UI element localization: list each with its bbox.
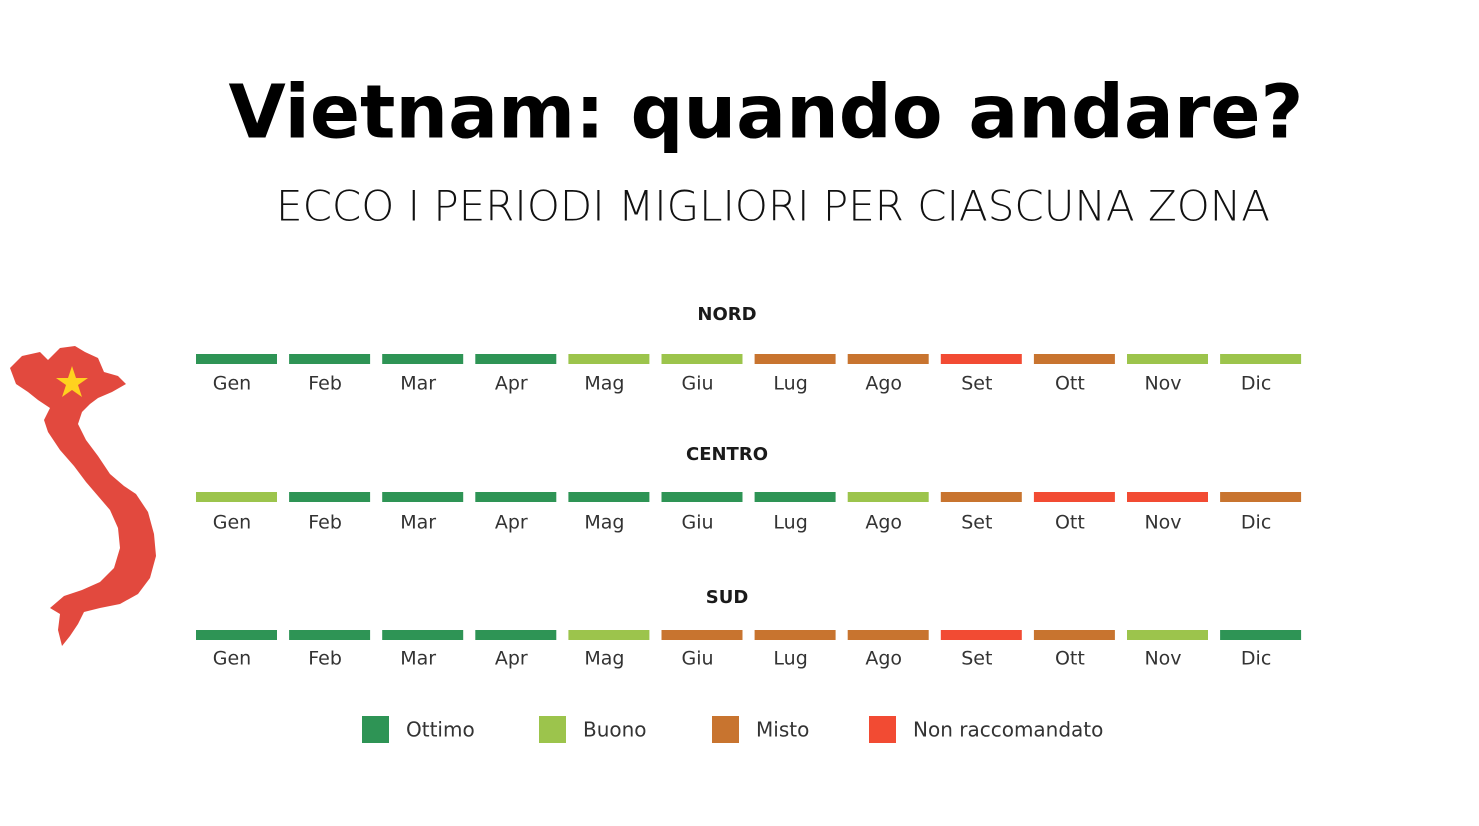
month-bar (847, 492, 929, 502)
month-bar (382, 630, 464, 640)
month-label: Apr (495, 512, 528, 534)
month-bar (1220, 492, 1302, 502)
month-label: Ott (1055, 512, 1085, 534)
month-bar (1033, 630, 1115, 640)
month-bar (1220, 630, 1302, 640)
month-label: Apr (495, 648, 528, 670)
month-label: Lug (773, 373, 807, 395)
month-label: Nov (1144, 373, 1181, 395)
month-bar (382, 492, 464, 502)
month-label: Ott (1055, 648, 1085, 670)
zones: NORD Gen Feb Mar Apr Mag Giu Lug Ago Set Ott Nov Dic… (196, 304, 1302, 670)
zone-name: NORD (697, 304, 756, 325)
month-bar (1127, 354, 1208, 364)
month-label: Nov (1144, 648, 1181, 670)
month-bar (661, 492, 743, 502)
subtitle: ECCO I PERIODI MIGLIORI PER CIASCUNA ZON… (276, 182, 1270, 231)
month-label: Mag (584, 373, 624, 395)
month-label: Giu (681, 512, 713, 534)
month-bar (847, 630, 929, 640)
month-label: Feb (308, 373, 342, 395)
month-label: Ago (865, 648, 902, 670)
month-bar (754, 492, 836, 502)
month-bar (196, 492, 277, 502)
month-bar (661, 354, 743, 364)
month-label: Dic (1241, 648, 1271, 670)
month-label: Apr (495, 373, 528, 395)
month-label: Ago (865, 373, 902, 395)
title: Vietnam: quando andare? (229, 70, 1304, 156)
month-bar (289, 492, 371, 502)
month-bar (847, 354, 929, 364)
month-bar (1220, 354, 1302, 364)
legend-label: Buono (583, 718, 647, 742)
month-bar (1127, 630, 1208, 640)
month-bar (196, 354, 277, 364)
month-label: Dic (1241, 373, 1271, 395)
legend-label: Non raccomandato (913, 718, 1103, 742)
month-bar (568, 492, 650, 502)
month-bar (568, 630, 650, 640)
month-label: Nov (1144, 512, 1181, 534)
legend-swatch (869, 716, 896, 743)
legend-label: Misto (756, 718, 809, 742)
month-label: Mar (400, 373, 436, 395)
month-label: Mar (400, 512, 436, 534)
month-label: Set (961, 512, 992, 534)
month-bar (754, 630, 836, 640)
legend-label: Ottimo (406, 718, 475, 742)
month-bar (1127, 492, 1208, 502)
month-label: Gen (213, 373, 251, 395)
legend-swatch (362, 716, 389, 743)
month-bar (940, 354, 1022, 364)
month-bar (475, 354, 557, 364)
month-label: Gen (213, 512, 251, 534)
legend-swatch (712, 716, 739, 743)
month-label: Set (961, 648, 992, 670)
month-bar (1033, 492, 1115, 502)
month-label: Set (961, 373, 992, 395)
month-label: Lug (773, 648, 807, 670)
zone: SUD Gen Feb Mar Apr Mag Giu Lug Ago Set Ott Nov Dic (196, 587, 1302, 670)
month-bar (661, 630, 743, 640)
month-bar (196, 630, 277, 640)
month-bar (940, 630, 1022, 640)
month-bar (1033, 354, 1115, 364)
month-label: Mag (584, 512, 624, 534)
month-bar (568, 354, 650, 364)
month-bar (289, 354, 371, 364)
month-label: Giu (681, 648, 713, 670)
month-label: Mag (584, 648, 624, 670)
legend: Ottimo Buono Misto Non raccomandato (362, 716, 1103, 743)
zone: CENTRO Gen Feb Mar Apr Mag Giu Lug Ago Set Ott Nov D… (196, 444, 1302, 534)
vietnam-map (10, 346, 156, 646)
zone-name: CENTRO (686, 444, 768, 465)
month-label: Mar (400, 648, 436, 670)
zone: NORD Gen Feb Mar Apr Mag Giu Lug Ago Set Ott Nov Dic (196, 304, 1302, 395)
month-bar (475, 630, 557, 640)
month-bar (940, 492, 1022, 502)
month-label: Gen (213, 648, 251, 670)
month-bar (382, 354, 464, 364)
legend-swatch (539, 716, 566, 743)
month-label: Feb (308, 512, 342, 534)
month-label: Giu (681, 373, 713, 395)
month-label: Feb (308, 648, 342, 670)
month-bar (754, 354, 836, 364)
month-bar (475, 492, 557, 502)
month-label: Ott (1055, 373, 1085, 395)
month-label: Lug (773, 512, 807, 534)
month-label: Dic (1241, 512, 1271, 534)
zone-name: SUD (706, 587, 749, 608)
month-label: Ago (865, 512, 902, 534)
month-bar (289, 630, 371, 640)
